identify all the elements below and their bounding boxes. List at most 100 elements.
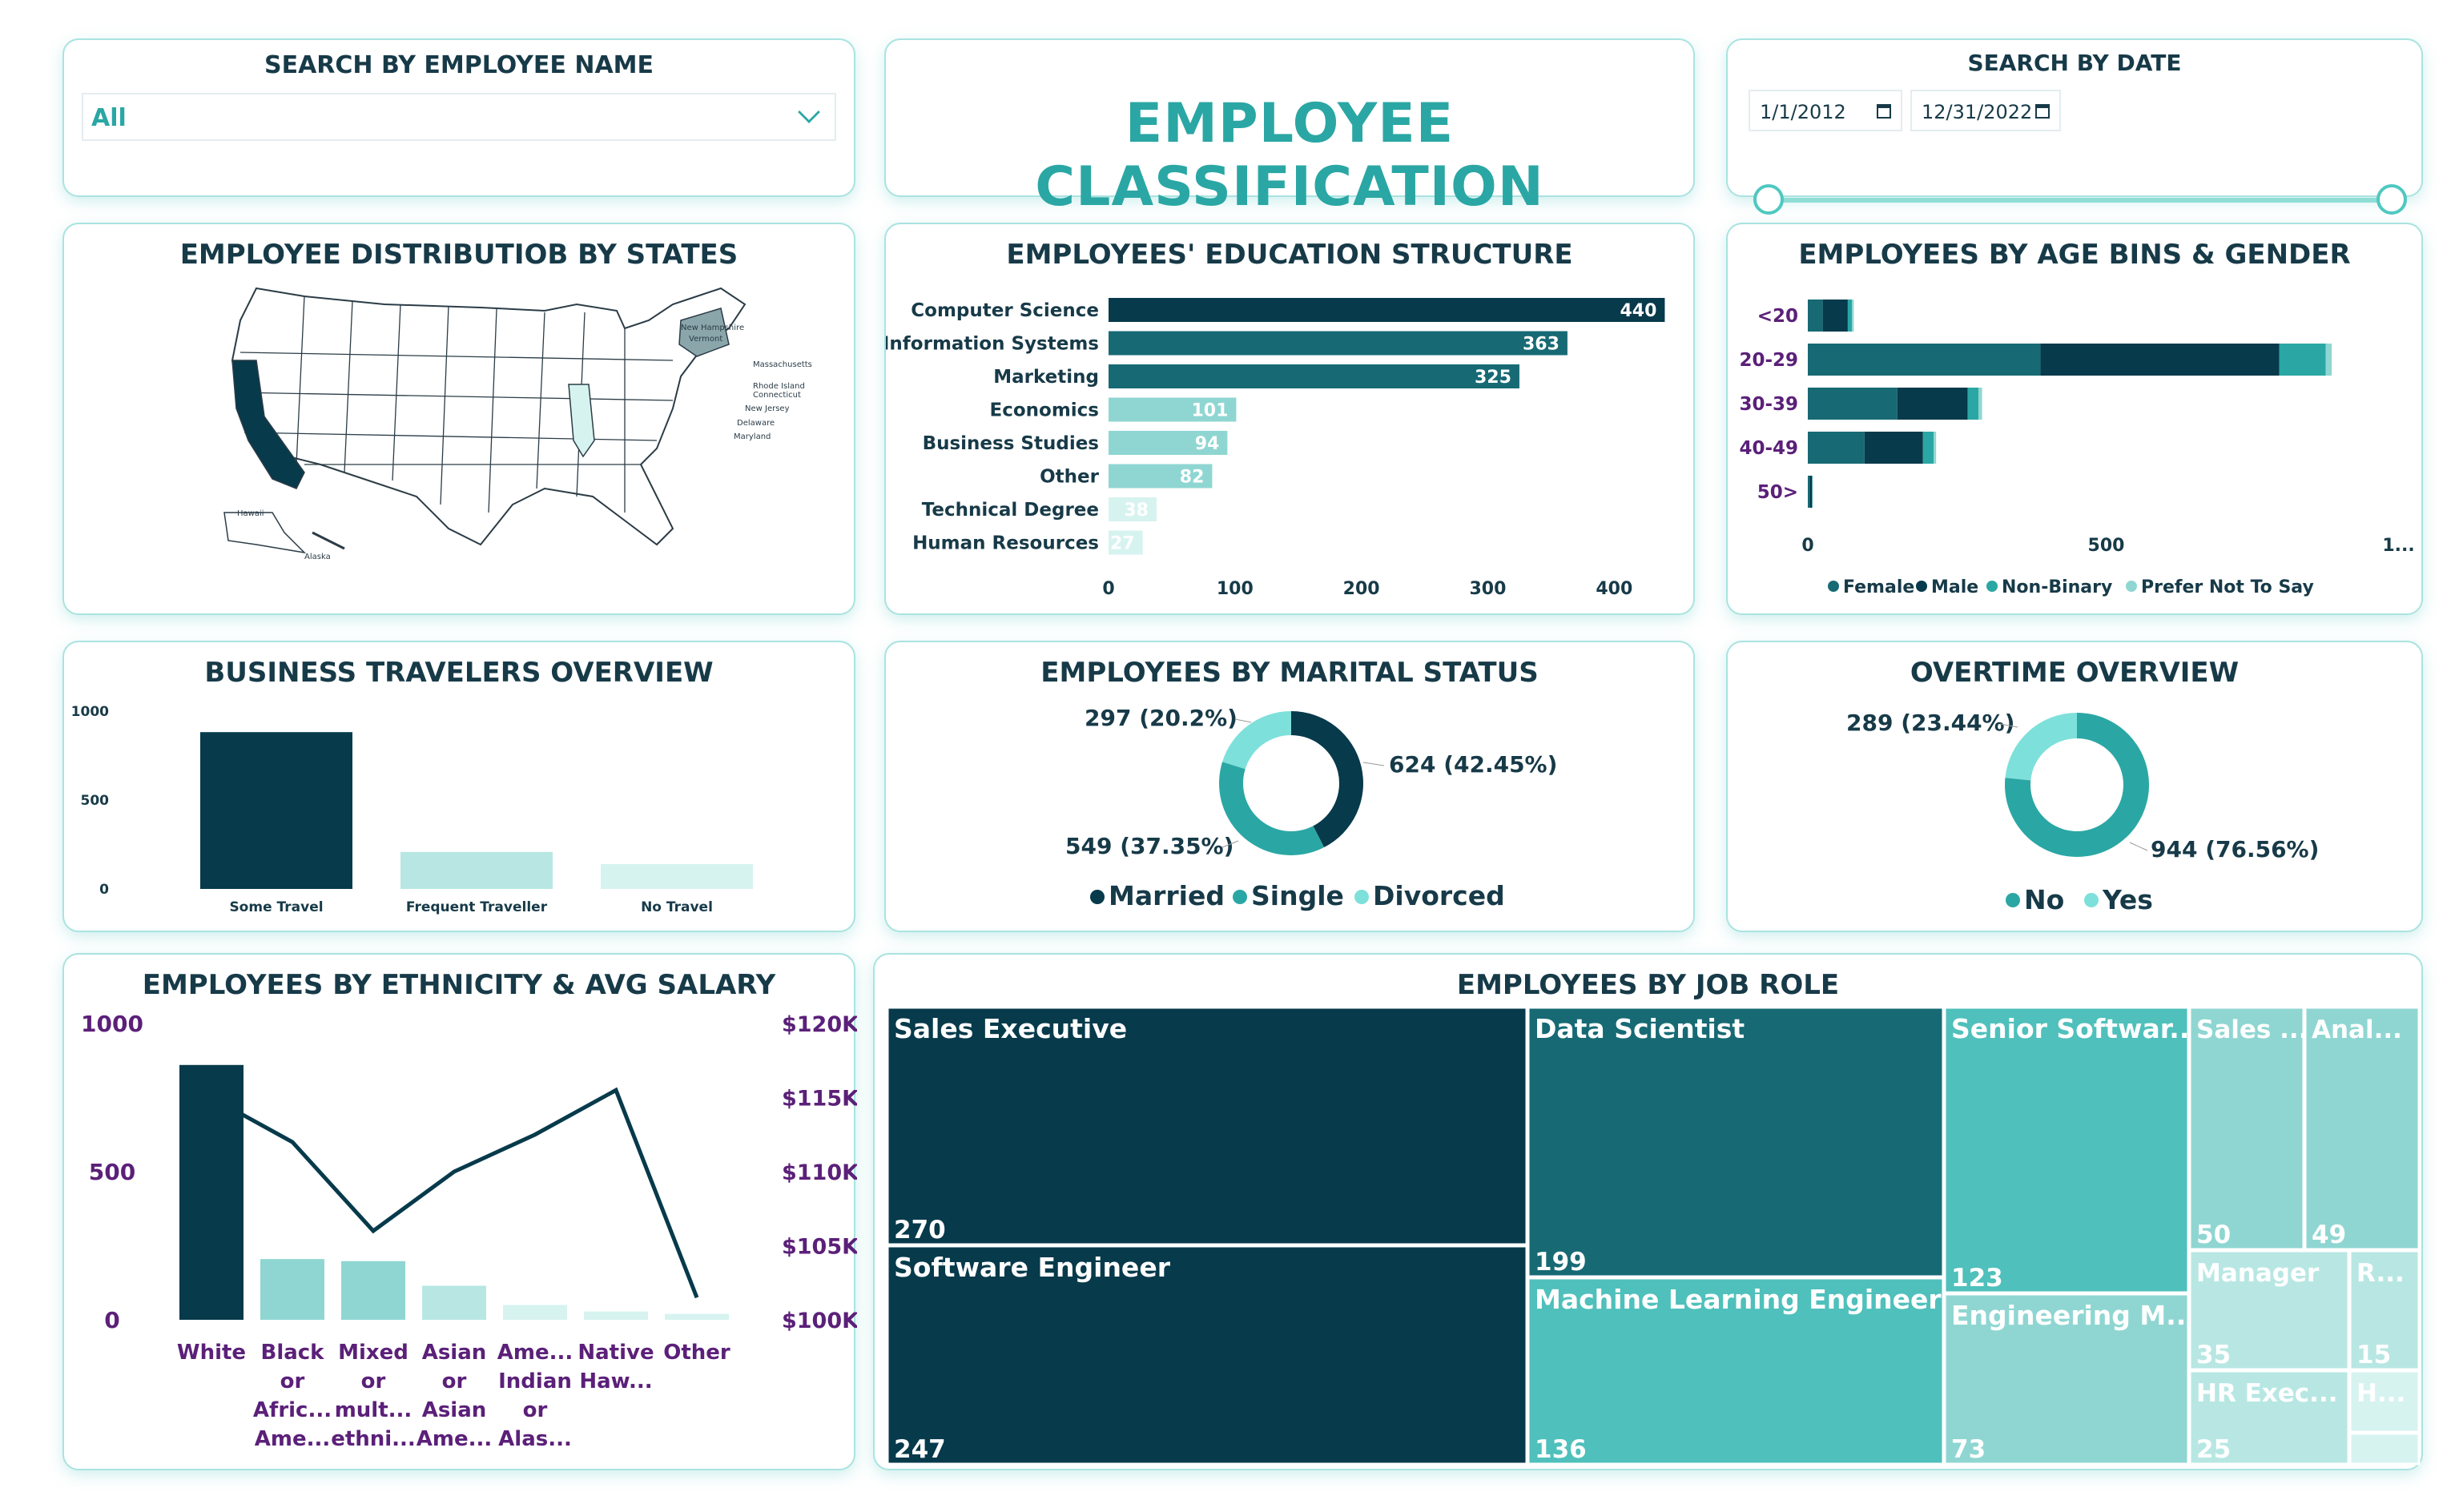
- employee-name-dropdown[interactable]: All: [82, 93, 836, 141]
- state-borders: [235, 296, 674, 513]
- map-label: Massachusetts: [753, 360, 812, 369]
- calendar-icon[interactable]: [1877, 104, 1891, 119]
- age-gender-bar-segment: [1852, 300, 1854, 332]
- job-role-value: 35: [2196, 1341, 2231, 1369]
- ethnicity-category-label: Afric...: [253, 1398, 332, 1422]
- job-role-value: 270: [894, 1216, 946, 1245]
- job-role-tile[interactable]: [2304, 1006, 2421, 1251]
- marital-legend-label: Divorced: [1373, 880, 1505, 911]
- page-title: EMPLOYEE CLASSIFICATION: [1035, 92, 1544, 219]
- education-value-label: 101: [1191, 401, 1228, 421]
- job-role-tile[interactable]: [2188, 1006, 2305, 1251]
- map-label: Maryland: [734, 432, 771, 441]
- education-bar: [1109, 298, 1665, 322]
- legend-dot-icon: [1090, 890, 1105, 904]
- job-role-title: EMPLOYEES BY JOB ROLE: [1456, 969, 1840, 1001]
- age-bin-label: 50>: [1757, 482, 1798, 503]
- state-hawaii: [312, 531, 345, 550]
- end-date-input[interactable]: 12/31/2022: [1910, 90, 2061, 131]
- job-role-tile[interactable]: [2348, 1369, 2421, 1434]
- education-category-label: Information Systems: [886, 334, 1099, 355]
- job-role-tile[interactable]: [1527, 1277, 1945, 1466]
- job-role-tile[interactable]: [1943, 1293, 2190, 1466]
- ethnicity-card: EMPLOYEES BY ETHNICITY & AVG SALARY 1000…: [62, 953, 857, 1470]
- education-value-label: 94: [1195, 434, 1220, 454]
- travel-bar: [400, 851, 553, 889]
- age-gender-bar-segment: [1808, 344, 2041, 376]
- job-role-card: EMPLOYEES BY JOB ROLE Sales Executive 270…: [873, 953, 2423, 1470]
- age-gender-bar-segment: [1812, 476, 1813, 508]
- job-role-value: 136: [1535, 1435, 1587, 1464]
- job-role-treemap: Sales Executive 270 Software Engineer 247 Da…: [886, 1006, 2421, 1466]
- slider-start-handle[interactable]: [1753, 184, 1784, 215]
- overtime-data-label: 289 (23.44%): [1846, 710, 2014, 736]
- education-bar: [1109, 397, 1237, 422]
- age-x-tick: 500: [2088, 536, 2125, 556]
- calendar-icon[interactable]: [2035, 104, 2050, 119]
- age-x-tick: 0: [1801, 536, 1813, 556]
- leader-line: [1234, 718, 1252, 723]
- map-label: Vermont: [689, 335, 722, 344]
- ethnicity-left-tick: 1000: [81, 1011, 143, 1037]
- ethnicity-category-label: or: [523, 1398, 548, 1422]
- ethnicity-category-label: Mixed: [338, 1341, 408, 1365]
- age-gender-bar-segment: [1808, 300, 1823, 332]
- map-label: New Hampshire: [681, 324, 744, 332]
- legend-dot-icon: [1233, 890, 1247, 904]
- leader-line: [1221, 840, 1239, 848]
- ethnicity-category-label: Ame...: [255, 1427, 330, 1451]
- us-map[interactable]: New Hampshire Vermont Massachusetts Rhod…: [64, 224, 857, 617]
- legend-dot-icon: [1828, 581, 1839, 592]
- job-role-tile[interactable]: [2188, 1249, 2350, 1371]
- job-role-tile[interactable]: [2348, 1432, 2421, 1466]
- education-title: EMPLOYEES' EDUCATION STRUCTURE: [1006, 239, 1573, 271]
- education-x-tick: 200: [1343, 579, 1380, 599]
- overtime-legend-label: Yes: [2102, 884, 2153, 915]
- job-role-tile[interactable]: [886, 1245, 1528, 1466]
- job-role-label: Engineering M...: [1951, 1300, 2196, 1331]
- job-role-tile[interactable]: [2348, 1249, 2421, 1371]
- legend-dot-icon: [1986, 581, 1998, 592]
- education-bar: [1109, 364, 1519, 388]
- job-role-label: Manager: [2196, 1259, 2320, 1288]
- start-date-input[interactable]: 1/1/2012: [1749, 90, 1902, 131]
- map-label: Alaska: [304, 553, 331, 561]
- education-value-label: 82: [1180, 468, 1205, 488]
- age-gender-title: EMPLOYEES BY AGE BINS & GENDER: [1798, 239, 2351, 271]
- age-gender-bar-segment: [1934, 432, 1937, 464]
- state-alaska: [223, 512, 307, 554]
- age-gender-bar-segment: [1922, 432, 1934, 464]
- age-gender-card: EMPLOYEES BY AGE BINS & GENDER <20 20-29 3…: [1726, 223, 2423, 615]
- map-label: New Jersey: [745, 404, 790, 413]
- title-card: EMPLOYEE CLASSIFICATION: [884, 38, 1695, 219]
- donut-slice: [1222, 711, 1291, 770]
- marital-card: EMPLOYEES BY MARITAL STATUS 624 (42.45%)…: [884, 641, 1695, 932]
- age-gender-bar-segment: [2325, 344, 2332, 376]
- ethnicity-category-label: Ame...: [417, 1427, 492, 1451]
- education-category-label: Technical Degree: [922, 500, 1099, 521]
- legend-dot-icon: [1916, 581, 1927, 592]
- job-role-label: Sales ...: [2196, 1015, 2308, 1044]
- travel-card: BUSINESS TRAVELERS OVERVIEW 1000 500 0 Some…: [62, 641, 855, 932]
- donut-slice: [2005, 713, 2149, 857]
- date-range-slider[interactable]: [1769, 198, 2380, 203]
- age-gender-bar-segment: [1967, 388, 1979, 420]
- job-role-tile[interactable]: [1943, 1006, 2190, 1294]
- education-bar: [1109, 497, 1157, 521]
- travel-y-tick: 500: [81, 793, 110, 809]
- job-role-tile[interactable]: [2188, 1369, 2350, 1466]
- chevron-down-icon[interactable]: [798, 101, 820, 123]
- job-role-value: 49: [2312, 1220, 2346, 1249]
- slider-end-handle[interactable]: [2376, 184, 2407, 215]
- ethnicity-right-tick: $105K: [782, 1235, 857, 1260]
- job-role-tile[interactable]: [886, 1006, 1528, 1246]
- date-slicer-card: SEARCH BY DATE 1/1/2012 12/31/2022: [1726, 38, 2423, 215]
- ethnicity-category-label: Indian: [498, 1369, 572, 1393]
- travel-bar: [200, 732, 352, 889]
- ethnicity-bar: [260, 1259, 324, 1320]
- leader-line: [1362, 762, 1385, 766]
- job-role-tile[interactable]: [1527, 1006, 1945, 1278]
- marital-legend-label: Married: [1109, 880, 1225, 911]
- age-x-tick: 1...: [2382, 536, 2414, 556]
- education-category-label: Human Resources: [912, 533, 1099, 554]
